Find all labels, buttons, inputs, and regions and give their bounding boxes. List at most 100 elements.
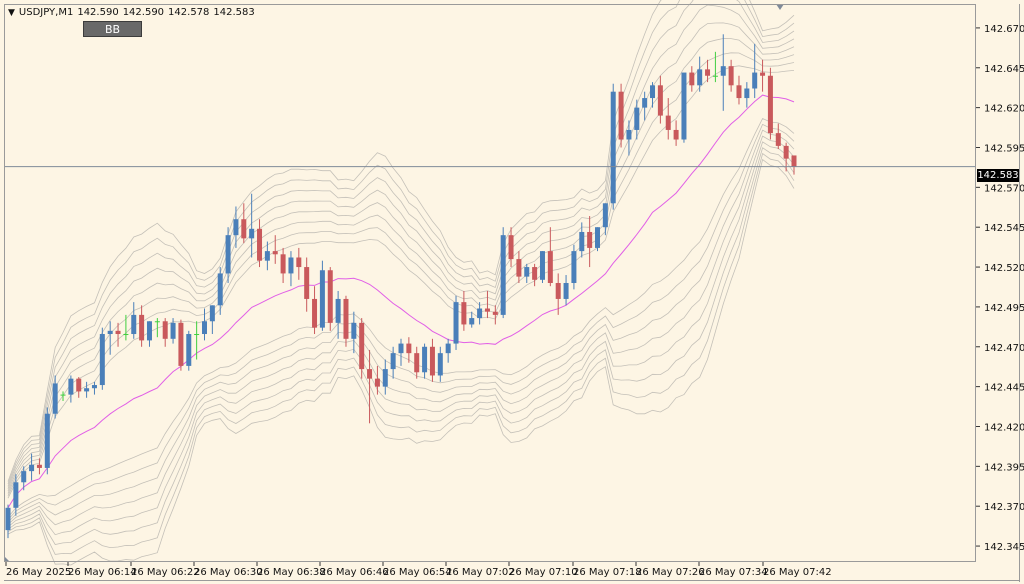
y-axis-label: 142.520 [984,263,1024,274]
candle-body [492,311,498,315]
bb-upper-band-3 [7,38,795,494]
low-value: 142.578 [168,7,210,18]
x-axis-label: 26 May 06:14 [68,567,137,578]
candle-body [760,72,766,76]
candle-body [752,72,758,89]
y-axis-label: 142.620 [984,104,1024,115]
bb-upper-band-1 [7,65,795,499]
bb-lower-band-6 [7,147,795,545]
candle-body [555,283,561,299]
candle-body [469,318,475,325]
candle-body [744,88,750,99]
candle-body [791,155,797,167]
candle-body [697,69,703,86]
candle-body [775,133,781,146]
candle-body [272,251,278,255]
bb-upper-band-2 [7,52,795,496]
candle-body [249,228,255,239]
candle-body [539,251,545,280]
x-axis-label: 26 May 07:26 [636,567,705,578]
candle-body [29,464,35,472]
candle-body [44,413,50,468]
chart-corner-marker-icon [4,556,10,562]
candle-body [335,298,341,323]
candle-body [359,322,365,370]
bb-lower-band-2 [7,123,795,521]
candle-body [712,75,718,77]
y-axis-label: 142.370 [984,502,1024,513]
candle-body [13,482,19,508]
candle-body [445,343,451,354]
bb-upper-band-6 [7,0,795,487]
candle-body [146,321,152,341]
candle-body [689,72,695,86]
x-axis-label: 26 May 07:02 [446,567,515,578]
candle-body [429,346,435,376]
candle-body [319,270,325,328]
y-axis-label: 142.445 [984,383,1024,394]
bb-middle-band [7,94,795,509]
candle-body [5,507,11,531]
current-price-tag: 142.583 [977,169,1019,182]
candle-body [398,343,404,354]
candle-body [665,115,671,130]
y-axis-label: 142.495 [984,303,1024,314]
candle-body [60,394,66,396]
bb-lower-band-3 [7,129,795,523]
candle-body [288,257,294,274]
candle-body [524,267,530,277]
candle-body [767,75,773,134]
candle-body [532,267,538,280]
candle-body [186,334,192,366]
dropdown-arrow-icon[interactable]: ▼ [8,7,15,18]
bb-upper-band-8 [7,0,795,482]
candle-body [170,322,176,339]
candle-body [84,388,90,392]
x-axis-label: 26 May 06:54 [383,567,452,578]
candle-body [563,283,569,299]
bb-lower-band-5 [7,141,795,536]
candle-body [657,85,663,116]
candle-body [131,314,137,335]
candle-body [705,69,711,76]
candle-body [217,273,223,306]
candle-body [52,383,58,414]
candle-body [610,91,616,204]
candle-body [304,267,310,299]
candle-body [178,322,184,366]
chart-shift-marker-icon [776,4,784,10]
candle-body [390,353,396,370]
bb-indicator-button[interactable]: BB [83,21,142,37]
x-axis-label: 26 May 06:46 [320,567,389,578]
candle-body [626,129,632,140]
candle-body [783,145,789,159]
candle-body [422,346,428,373]
candle-body [437,353,443,376]
candle-body [374,378,380,387]
candle-body [595,227,600,248]
x-axis-label: 26 May 2025 [6,567,71,578]
candle-body [99,334,105,386]
open-value: 142.590 [77,7,119,18]
x-axis-label: 26 May 06:38 [257,567,326,578]
y-axis-label: 142.395 [984,462,1024,473]
candle-body [225,235,231,274]
candle-body [202,321,207,335]
candle-body [477,308,483,319]
candle-body [587,231,593,248]
candle-body [642,98,648,108]
candle-body [547,251,553,283]
candle-body [382,369,388,387]
candle-body [264,251,270,261]
candle-body [602,203,608,228]
candle-body [327,270,333,323]
x-axis-label: 26 May 06:30 [194,567,263,578]
chart-header: ▼ USDJPY,M1 142.590 142.590 142.578 142.… [8,7,255,18]
candle-body [681,72,687,140]
y-axis-label: 142.420 [984,422,1024,433]
candle-body [76,378,82,392]
candle-body [453,302,459,344]
y-axis-label: 142.470 [984,343,1024,354]
